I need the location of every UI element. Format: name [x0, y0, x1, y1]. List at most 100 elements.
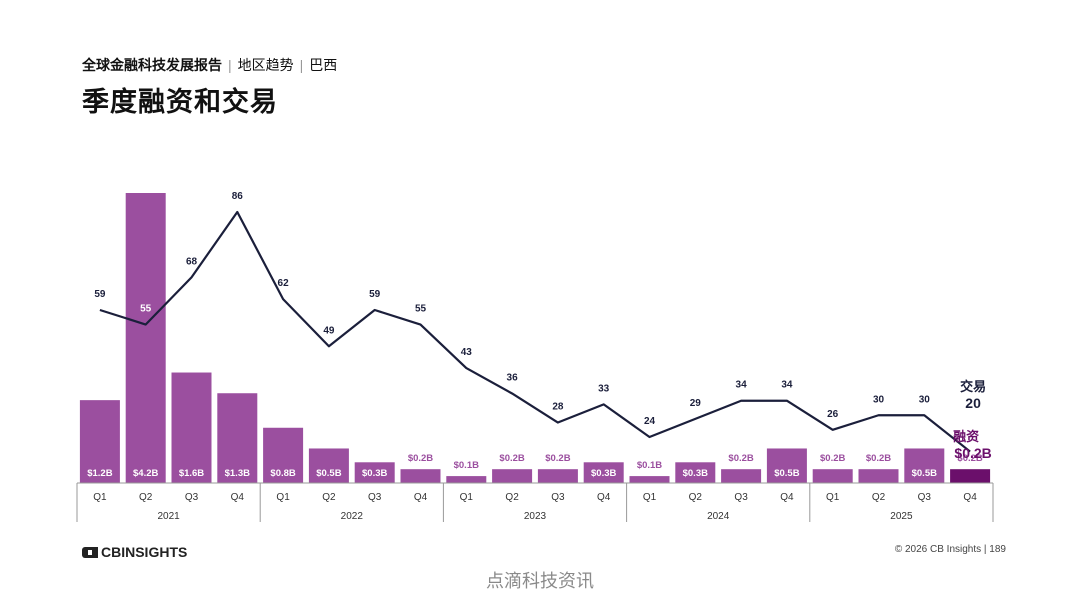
funding-series-name: 融资	[953, 429, 979, 445]
x-tick-label: Q4	[597, 492, 611, 503]
x-tick-label: Q4	[963, 492, 977, 503]
funding-bar	[583, 462, 624, 483]
funding-bar	[537, 469, 578, 483]
funding-bar-label: $0.1B	[454, 460, 479, 471]
x-tick-label: Q4	[231, 492, 245, 503]
funding-bar-label: $1.3B	[225, 468, 250, 479]
deals-point-label: 68	[186, 256, 198, 267]
deals-line	[99, 210, 971, 453]
deals-point-label: 86	[232, 191, 244, 202]
funding-bar	[629, 476, 670, 483]
funding-bar-label: $0.8B	[270, 468, 295, 479]
funding-bar	[858, 469, 899, 483]
funding-bar	[675, 462, 716, 483]
funding-bar	[950, 469, 991, 483]
funding-bar-label: $0.5B	[912, 468, 937, 479]
funding-bar-label: $0.2B	[728, 453, 753, 464]
deals-point-label: 33	[598, 383, 610, 394]
funding-bar	[354, 462, 395, 483]
funding-last-value: $0.2B	[954, 445, 991, 461]
funding-bar-label: $4.2B	[133, 468, 158, 479]
breadcrumb-separator: |	[228, 57, 232, 73]
funding-bar	[492, 469, 533, 483]
deals-line-series: 59 55 68 86 62 49 59 55 43 36 28 33 24 29 34 34 26 30 30	[94, 191, 971, 453]
x-tick-label: Q1	[93, 492, 107, 503]
funding-bar	[217, 393, 258, 483]
bar-labels: $1.2B $4.2B $1.6B $1.3B $0.8B $0.5B $0.3B $0.2B…	[87, 453, 983, 479]
x-tick-label: Q3	[734, 492, 748, 503]
deals-series-name: 交易	[960, 379, 986, 395]
year-label: 2022	[341, 511, 364, 522]
copyright: © 2026 CB Insights | 189	[894, 544, 1006, 555]
bar-series	[79, 193, 991, 483]
x-tick-label: Q4	[414, 492, 428, 503]
x-tick-label: Q2	[505, 492, 519, 503]
breadcrumb-separator: |	[299, 57, 304, 73]
year-label: 2024	[707, 511, 730, 522]
x-tick-label: Q2	[322, 492, 336, 503]
deals-last-value: 20	[965, 395, 981, 411]
funding-bar	[904, 448, 945, 483]
funding-bar-label: $1.6B	[179, 468, 204, 479]
funding-bar	[446, 476, 487, 483]
funding-bar	[79, 400, 120, 483]
x-tick-label: Q3	[368, 492, 382, 503]
funding-bar	[171, 372, 212, 483]
funding-bar-label: $0.2B	[866, 453, 891, 464]
deals-point-label: 43	[461, 347, 473, 358]
deals-point-label: 34	[781, 380, 793, 391]
year-label: 2021	[157, 511, 180, 522]
deals-point-label: 62	[278, 278, 290, 289]
year-label: 2025	[890, 511, 913, 522]
x-tick-label: Q1	[276, 492, 290, 503]
region-label: 巴西	[309, 57, 338, 73]
report-title: 全球金融科技发展报告	[82, 57, 222, 73]
section-label: 地区趋势	[237, 57, 294, 73]
funding-bar	[263, 427, 304, 483]
funding-bar-label: $0.3B	[362, 468, 387, 479]
watermark: 点滴科技资讯	[486, 571, 594, 591]
cb-logo-icon	[82, 546, 98, 558]
deals-point-label: 29	[690, 398, 702, 409]
deals-point-label: 24	[644, 416, 656, 427]
deals-point-label: 28	[552, 402, 564, 413]
x-axis: Q1 Q2 Q3 Q4 Q1 Q2 Q3 Q4 Q1 Q2 Q3 Q4 Q1 Q2 Q3 Q4 Q1 Q2 Q3 Q4…	[76, 482, 994, 522]
deals-point-label: 36	[507, 372, 519, 383]
funding-bar	[766, 448, 807, 483]
deals-point-label: 59	[369, 289, 381, 300]
x-tick-label: Q2	[139, 492, 153, 503]
x-tick-label: Q2	[872, 492, 886, 503]
deals-point-label: 30	[919, 394, 931, 405]
funding-bar	[812, 469, 853, 483]
funding-bar-label: $1.2B	[87, 468, 112, 479]
funding-bar-label: $0.3B	[591, 468, 616, 479]
year-label: 2023	[524, 511, 547, 522]
page-title: 季度融资和交易	[82, 87, 278, 117]
x-tick-label: Q3	[551, 492, 565, 503]
brand-name: CBINSIGHTS	[101, 544, 188, 560]
deals-point-label: 55	[415, 304, 427, 315]
x-tick-label: Q1	[460, 492, 474, 503]
deals-point-label: 30	[873, 394, 885, 405]
x-tick-label: Q1	[826, 492, 840, 503]
x-tick-label: Q2	[689, 492, 703, 503]
funding-bar-label: $0.2B	[820, 453, 845, 464]
funding-bar-label: $0.5B	[774, 468, 799, 479]
funding-bar-label: $0.5B	[316, 468, 341, 479]
breadcrumb: 全球金融科技发展报告 | 地区趋势 | 巴西	[82, 55, 337, 75]
x-tick-label: Q3	[918, 492, 932, 503]
funding-bar-label: $0.2B	[499, 453, 524, 464]
brand-logo: CBINSIGHTS	[82, 544, 187, 560]
funding-bar	[400, 469, 441, 483]
deals-point-label: 26	[827, 409, 839, 420]
funding-bar-label: $0.2B	[408, 453, 433, 464]
x-tick-label: Q1	[643, 492, 657, 503]
funding-bar	[308, 448, 349, 483]
x-tick-label: Q4	[780, 492, 794, 503]
deals-point-label: 59	[94, 289, 106, 300]
x-tick-label: Q3	[185, 492, 199, 503]
funding-bar-label: $0.2B	[957, 453, 982, 464]
funding-bar-label: $0.3B	[683, 468, 708, 479]
